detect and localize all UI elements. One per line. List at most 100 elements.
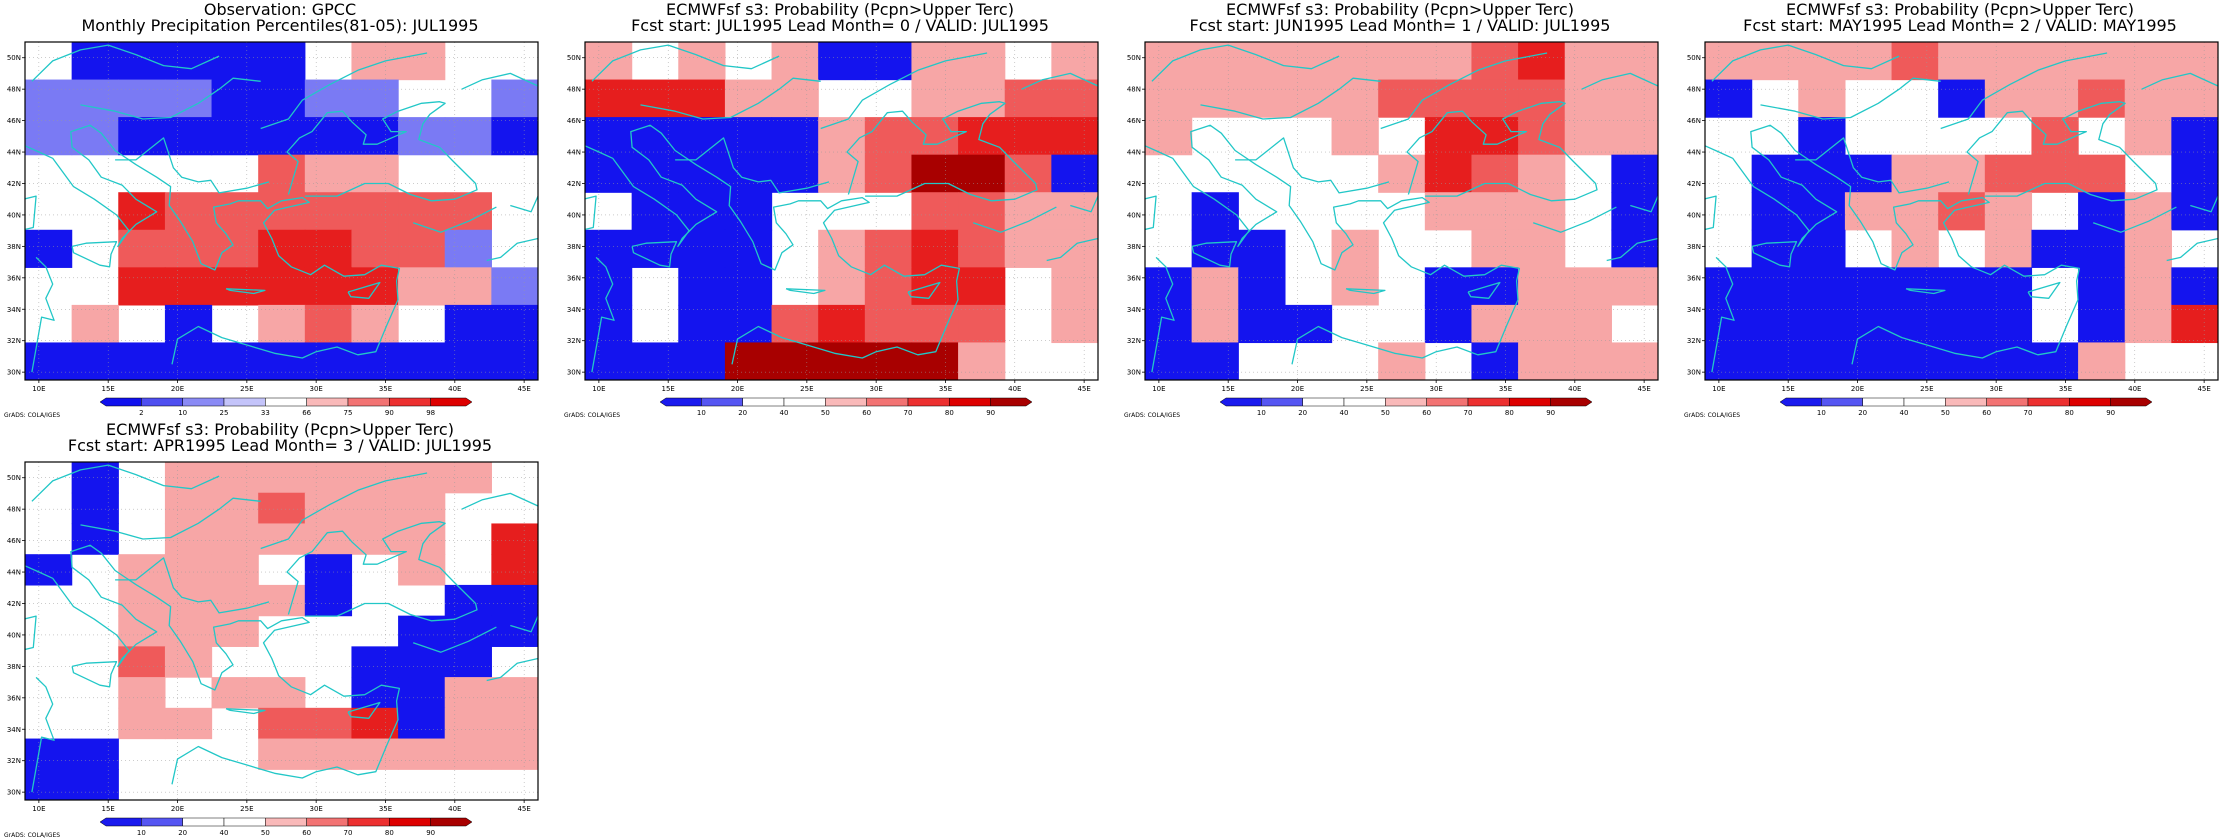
lat-tick-label: 36N bbox=[1687, 274, 1701, 282]
coastline bbox=[286, 101, 478, 202]
grid-cell bbox=[911, 342, 959, 380]
grid-cell bbox=[585, 154, 633, 193]
grid-cell bbox=[258, 267, 306, 306]
colorbar-label: 90 bbox=[986, 409, 995, 417]
grid-cell bbox=[724, 117, 773, 156]
grid-cell bbox=[1798, 79, 1846, 118]
coastlines bbox=[585, 44, 1098, 373]
lon-tick-label: 25E bbox=[1920, 385, 1933, 393]
lat-tick-label: 36N bbox=[1127, 274, 1141, 282]
panel-title: ECMWFsf s3: Probability (Pcpn>Upper Terc… bbox=[666, 0, 1014, 19]
lat-tick-label: 42N bbox=[567, 180, 581, 188]
grid-cell bbox=[304, 707, 353, 740]
colorbar-swatch bbox=[389, 817, 431, 827]
grid-cell bbox=[71, 117, 119, 156]
grid-cell bbox=[118, 554, 166, 586]
colorbar-swatch bbox=[389, 397, 431, 407]
coastline bbox=[31, 256, 55, 373]
grads-credit: GrADS: COLA/IGES bbox=[4, 412, 60, 419]
grid-cell bbox=[1471, 79, 1519, 118]
grid-cell bbox=[1471, 304, 1519, 344]
grid-cell bbox=[2078, 304, 2126, 344]
grid-cell bbox=[678, 192, 726, 231]
grid-cell bbox=[1611, 79, 1658, 118]
grid-cell bbox=[1611, 342, 1658, 380]
grid-cell bbox=[118, 192, 166, 231]
lat-tick-label: 38N bbox=[567, 243, 581, 251]
lon-tick-label: 25E bbox=[240, 805, 253, 813]
colorbar-swatch bbox=[742, 397, 785, 407]
grid-cell bbox=[1191, 342, 1239, 380]
grid-cell bbox=[351, 117, 399, 156]
grid-cell bbox=[1705, 304, 1753, 344]
grid-cell bbox=[1424, 154, 1473, 193]
grid-cell bbox=[2171, 267, 2218, 306]
lat-tick-label: 42N bbox=[7, 180, 21, 188]
grid-cell bbox=[911, 117, 959, 156]
grid-cell bbox=[1238, 79, 1286, 118]
lon-tick-label: 15E bbox=[662, 385, 675, 393]
grid-cell bbox=[678, 267, 726, 306]
colorbar-label: 33 bbox=[261, 409, 270, 417]
grid-cell bbox=[1751, 229, 1799, 268]
grid-cell bbox=[2171, 79, 2218, 118]
colorbar-label: 20 bbox=[178, 829, 187, 837]
grid-cell bbox=[2124, 117, 2172, 156]
grid-cell bbox=[958, 117, 1006, 156]
lon-tick-label: 30E bbox=[1429, 385, 1442, 393]
grid-cell bbox=[211, 677, 259, 709]
colorbar bbox=[99, 817, 473, 827]
panel-lead-3: ECMWFsf s3: Probability (Pcpn>Upper Terc… bbox=[0, 420, 560, 840]
grid-cell bbox=[1191, 267, 1239, 306]
lon-tick-label: 45E bbox=[1637, 385, 1650, 393]
colorbar-swatch bbox=[1509, 397, 1551, 407]
coastline bbox=[1751, 241, 1798, 268]
grid-cell bbox=[1051, 154, 1098, 193]
grid-cell bbox=[1611, 267, 1658, 306]
lat-tick-label: 30N bbox=[567, 369, 581, 377]
grid-cell bbox=[444, 304, 492, 344]
grid-cell bbox=[1938, 42, 1986, 81]
panel-title: ECMWFsf s3: Probability (Pcpn>Upper Terc… bbox=[1226, 0, 1574, 19]
grid-cell bbox=[1611, 42, 1658, 81]
coastline bbox=[71, 241, 118, 268]
grid-cell bbox=[1518, 229, 1566, 268]
grid-cell bbox=[1471, 229, 1519, 268]
map-lead-0: ECMWFsf s3: Probability (Pcpn>Upper Terc… bbox=[564, 0, 1099, 419]
grid-cell bbox=[71, 304, 119, 344]
grid-cell bbox=[164, 646, 213, 678]
grid-cell bbox=[1284, 304, 1333, 344]
grid-cell bbox=[25, 229, 73, 268]
grid-cell bbox=[2078, 229, 2126, 268]
lat-tick-label: 38N bbox=[7, 243, 21, 251]
lon-tick-label: 10E bbox=[32, 805, 45, 813]
grid-cell bbox=[398, 554, 446, 586]
grid-cell bbox=[2124, 42, 2172, 81]
grid-cell bbox=[444, 267, 492, 306]
colorbar-swatch bbox=[1467, 397, 1510, 407]
colorbar-label: 80 bbox=[385, 829, 394, 837]
grid-cell bbox=[1751, 154, 1799, 193]
coastline bbox=[1581, 72, 1658, 90]
colorbar-swatch bbox=[265, 817, 307, 827]
coastline bbox=[585, 124, 961, 365]
grid-cell bbox=[211, 79, 259, 118]
grid-cell bbox=[958, 79, 1006, 118]
grid-cell bbox=[2124, 304, 2172, 344]
grid-cell bbox=[398, 267, 446, 306]
grid-cell bbox=[444, 615, 492, 647]
colorbar-label: 90 bbox=[385, 409, 394, 417]
coastline bbox=[510, 615, 538, 633]
colorbar-swatch bbox=[99, 397, 142, 407]
colorbar-swatch bbox=[1903, 397, 1946, 407]
lat-tick-label: 44N bbox=[1687, 149, 1701, 157]
grid-cell bbox=[1145, 342, 1193, 380]
grid-cell bbox=[351, 154, 399, 193]
grid-cell bbox=[911, 304, 959, 344]
grid-cell bbox=[1798, 267, 1846, 306]
lat-tick-label: 34N bbox=[7, 726, 21, 734]
lat-tick-label: 46N bbox=[1687, 117, 1701, 125]
lon-tick-label: 25E bbox=[240, 385, 253, 393]
grid-cell bbox=[958, 42, 1006, 81]
panel-title: ECMWFsf s3: Probability (Pcpn>Upper Terc… bbox=[1786, 0, 2134, 19]
